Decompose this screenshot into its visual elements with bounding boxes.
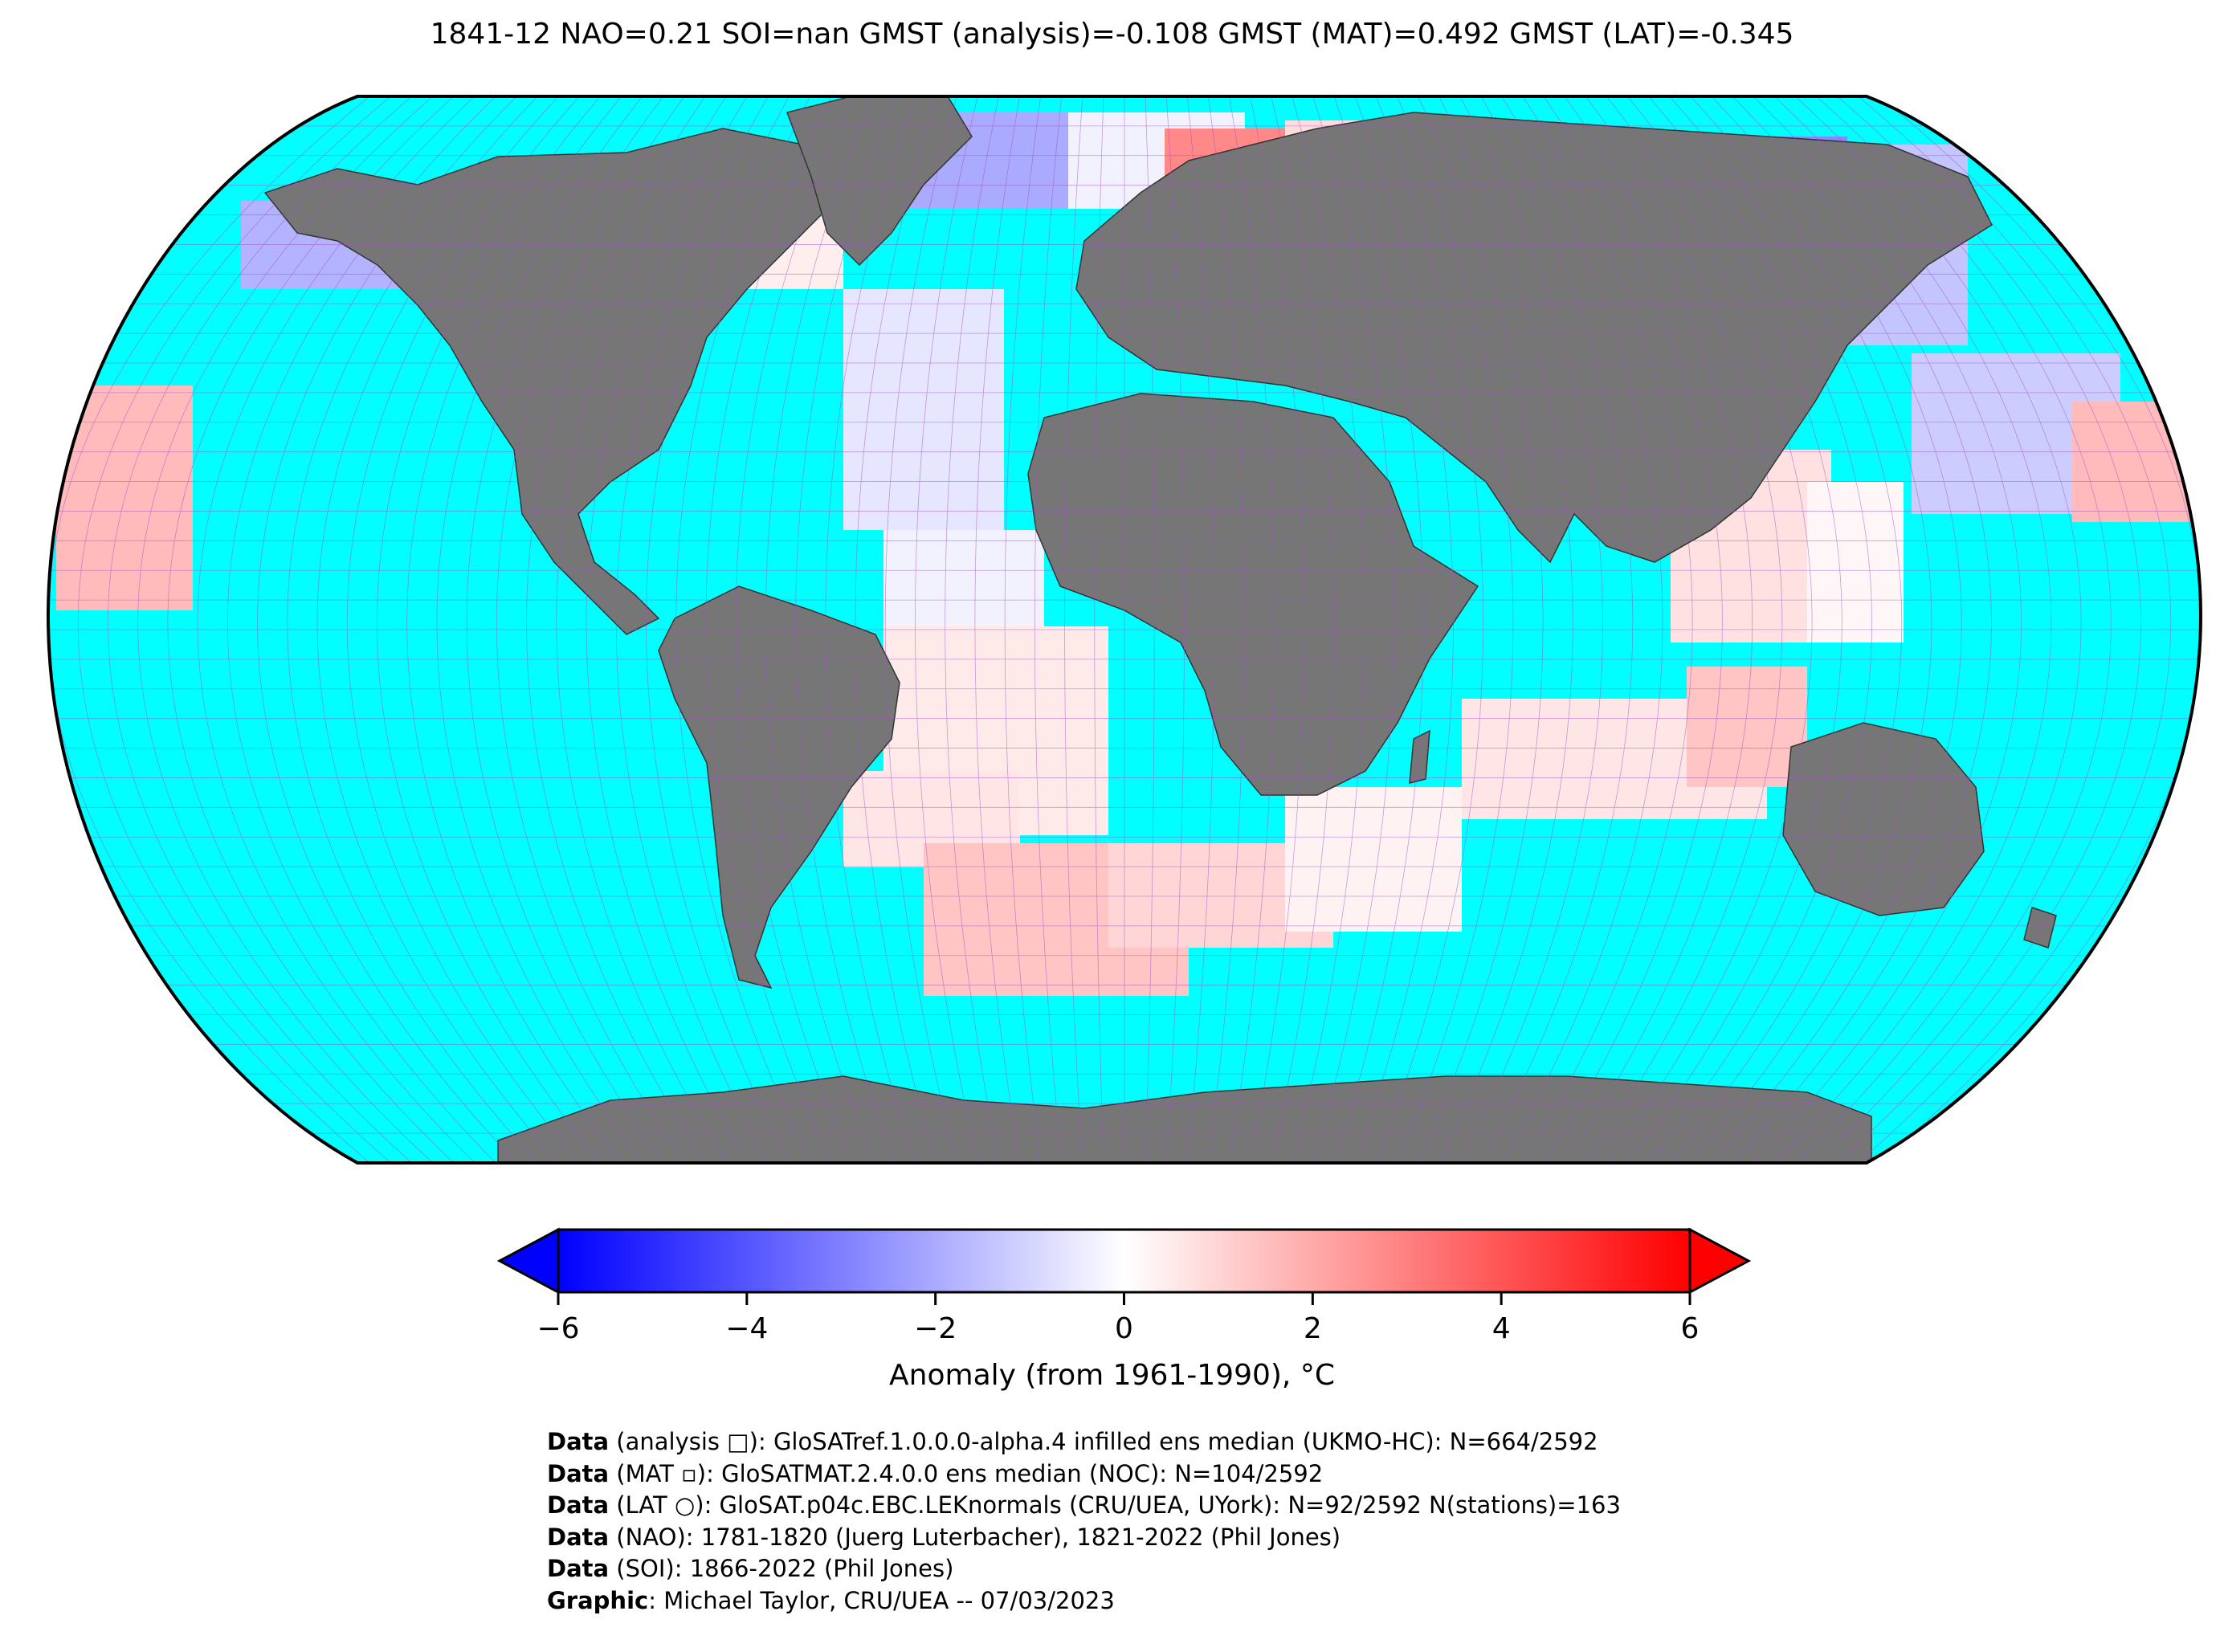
- credit-line: Graphic: Michael Taylor, CRU/UEA -- 07/0…: [547, 1585, 1621, 1617]
- colorbar-label: Anomaly (from 1961-1990), °C: [889, 1359, 1335, 1392]
- credit-line: Data (SOI): 1866-2022 (Phil Jones): [547, 1553, 1621, 1585]
- credit-line-text: : Michael Taylor, CRU/UEA -- 07/03/2023: [648, 1586, 1115, 1614]
- colorbar-tick-label: 0: [1115, 1312, 1133, 1345]
- anomaly-cell: [1807, 482, 1904, 642]
- colorbar-extend-min: [496, 1227, 560, 1295]
- anomaly-cell: [1687, 667, 1807, 787]
- credit-line-text: (SOI): 1866-2022 (Phil Jones): [609, 1555, 954, 1582]
- africa-landmass: [1027, 393, 1479, 796]
- colorbar-tick-label: 4: [1492, 1312, 1511, 1345]
- credit-line-label: Data: [547, 1523, 610, 1551]
- colorbar: −6 −4 −2 0 2 4 6: [496, 1227, 1752, 1345]
- credit-line-text: (NAO): 1781-1820 (Juerg Luterbacher), 18…: [609, 1523, 1341, 1551]
- north-america-landmass: [263, 128, 836, 635]
- credit-line: Data (NAO): 1781-1820 (Juerg Luterbacher…: [547, 1522, 1621, 1554]
- credit-line-label: Data: [547, 1491, 610, 1519]
- colorbar-extend-max: [1688, 1227, 1752, 1295]
- credit-line: Data (analysis □): GloSATref.1.0.0.0-alp…: [547, 1426, 1621, 1458]
- new-zealand-landmass: [2023, 907, 2057, 948]
- credit-line-text: (analysis □): GloSATref.1.0.0.0-alpha.4 …: [609, 1428, 1598, 1455]
- credit-line-text: (LAT ○): GloSAT.p04c.EBC.LEKnormals (CRU…: [609, 1491, 1621, 1519]
- globe-outline: [46, 95, 2203, 1165]
- greenland-landmass: [786, 96, 973, 267]
- south-america-landmass: [658, 585, 900, 989]
- credit-line-text: (MAT ▫): GloSATMAT.2.4.0.0 ens median (N…: [609, 1459, 1324, 1487]
- credit-line-label: Graphic: [547, 1586, 649, 1614]
- colorbar-tick-label: −4: [725, 1312, 768, 1345]
- credit-line: Data (LAT ○): GloSAT.p04c.EBC.LEKnormals…: [547, 1490, 1621, 1522]
- map-title: 1841-12 NAO=0.21 SOI=nan GMST (analysis)…: [430, 18, 1794, 51]
- map-gridlines: [48, 96, 2201, 1163]
- credits-block: Data (analysis □): GloSATref.1.0.0.0-alp…: [547, 1426, 1621, 1617]
- antarctica-landmass: [497, 1075, 1872, 1163]
- credit-line: Data (MAT ▫): GloSATMAT.2.4.0.0 ens medi…: [547, 1458, 1621, 1491]
- credit-line-label: Data: [547, 1459, 610, 1487]
- colorbar-bar: [557, 1228, 1691, 1294]
- colorbar-tick-label: −6: [537, 1312, 579, 1345]
- colorbar-tick-label: 2: [1304, 1312, 1322, 1345]
- colorbar-tick-label: 6: [1681, 1312, 1700, 1345]
- anomaly-cell: [843, 289, 1004, 530]
- credit-line-label: Data: [547, 1555, 610, 1582]
- credit-line-label: Data: [547, 1428, 610, 1455]
- colorbar-tick-label: −2: [914, 1312, 957, 1345]
- colorbar-ticks: −6 −4 −2 0 2 4 6: [537, 1292, 1699, 1345]
- anomaly-cell: [1285, 787, 1462, 932]
- madagascar-landmass: [1409, 729, 1430, 784]
